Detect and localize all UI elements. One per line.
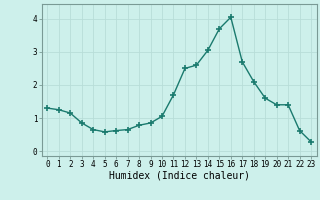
X-axis label: Humidex (Indice chaleur): Humidex (Indice chaleur) <box>109 171 250 181</box>
